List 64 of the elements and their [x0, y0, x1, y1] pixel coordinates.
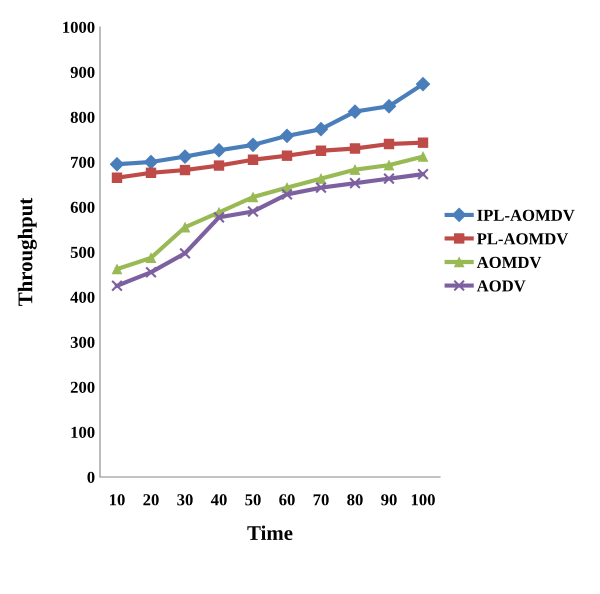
point — [145, 266, 157, 278]
point — [247, 206, 259, 218]
point — [212, 143, 226, 158]
x-tick-label: 50 — [245, 494, 261, 506]
point — [280, 128, 294, 144]
point — [418, 137, 428, 148]
point — [316, 146, 326, 156]
y-tick-label: 600 — [70, 202, 95, 213]
y-tick-label: 700 — [71, 156, 95, 168]
point — [418, 151, 428, 162]
x-tick-label: 30 — [177, 494, 193, 506]
point — [281, 188, 293, 200]
point — [349, 177, 361, 190]
x-tick-label: 80 — [347, 494, 363, 506]
x-tick-label: 90 — [381, 494, 397, 506]
y-tick-label: 500 — [70, 246, 95, 258]
y-tick-label: 400 — [70, 292, 95, 303]
x-axis-title: Time — [247, 525, 292, 540]
point — [282, 150, 292, 161]
point — [417, 168, 429, 180]
point — [384, 160, 394, 170]
point — [213, 211, 225, 224]
y-tick-label: 800 — [70, 112, 95, 123]
y-tick-label: 200 — [70, 382, 95, 393]
point — [146, 252, 156, 264]
x-tick-label: 100 — [412, 494, 435, 506]
y-tick-label: 300 — [70, 336, 95, 348]
point — [248, 154, 258, 165]
legend-label: AOMDV — [476, 256, 542, 268]
legend-label: PL-AOMDV — [476, 233, 568, 245]
y-tick-label: 1000 — [63, 22, 95, 33]
legend-label: AODV — [476, 280, 526, 292]
point — [178, 149, 192, 164]
y-tick-label: 100 — [71, 426, 95, 438]
point — [350, 143, 360, 154]
point — [246, 138, 260, 152]
point — [348, 104, 362, 119]
point — [314, 122, 328, 136]
x-tick-label: 10 — [110, 494, 125, 506]
y-axis-title: Throughput — [18, 198, 37, 306]
point — [382, 98, 396, 114]
x-tick-label: 60 — [279, 494, 295, 506]
point — [179, 247, 191, 260]
point — [111, 280, 123, 292]
point — [110, 157, 124, 172]
point — [383, 172, 395, 185]
point — [416, 76, 430, 92]
x-tick-label: 20 — [143, 494, 159, 506]
legend-label: IPL-AOMDV — [477, 210, 575, 221]
point — [316, 173, 326, 184]
point — [112, 172, 122, 183]
point — [384, 138, 394, 150]
point — [214, 160, 224, 171]
point — [350, 164, 360, 175]
point — [112, 264, 122, 274]
point — [146, 168, 156, 178]
y-tick-label: 900 — [70, 66, 95, 78]
point — [248, 192, 258, 202]
point — [315, 182, 327, 194]
x-tick-label: 70 — [314, 494, 329, 506]
point — [180, 164, 190, 176]
y-tick-label: 0 — [87, 472, 95, 483]
x-tick-label: 40 — [210, 494, 227, 506]
point — [144, 154, 158, 170]
